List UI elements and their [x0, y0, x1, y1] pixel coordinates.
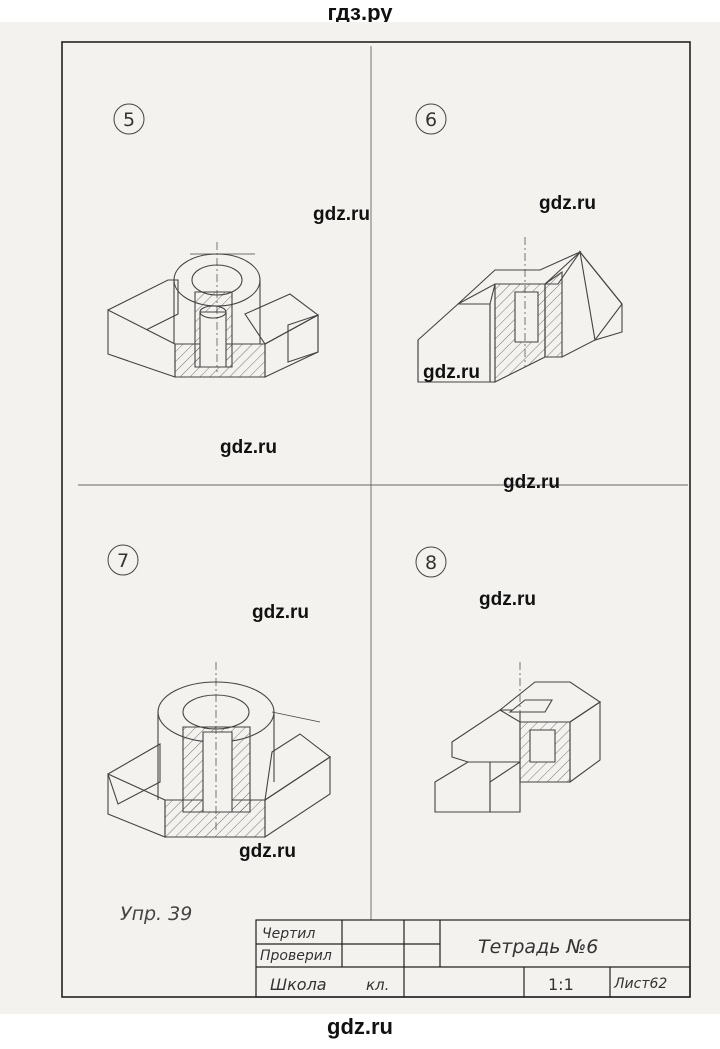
figure-8-drawing [434, 662, 601, 813]
sheet-frame [61, 41, 691, 998]
technical-drawing: 5 6 7 8 [61, 41, 691, 998]
watermark: gdz.ru [479, 589, 536, 610]
svg-text:5: 5 [123, 109, 135, 131]
figure-number-7: 7 [107, 544, 139, 576]
checked-by-label: Проверил [260, 948, 332, 964]
scale-value: 1:1 [548, 975, 574, 994]
notebook-title: Тетрадь №6 [478, 936, 599, 958]
watermark: gdz.ru [423, 362, 480, 383]
svg-text:8: 8 [425, 552, 437, 574]
drawn-by-label: Чертил [262, 926, 316, 942]
figure-number-5: 5 [113, 103, 145, 135]
sheet-number: Лист62 [614, 976, 668, 992]
figure-number-8: 8 [415, 546, 447, 578]
watermark: gdz.ru [503, 472, 560, 493]
figure-6-drawing [417, 237, 623, 383]
figure-number-6: 6 [415, 103, 447, 135]
title-block [255, 919, 691, 998]
exercise-label: Упр. 39 [120, 903, 192, 925]
site-header: гдз.ру [327, 0, 393, 25]
svg-text:7: 7 [117, 550, 129, 572]
watermark: gdz.ru [239, 841, 296, 862]
figure-7-drawing [107, 662, 331, 839]
watermark: gdz.ru [252, 602, 309, 623]
school-label: Школа [270, 975, 327, 994]
figure-5-drawing [107, 242, 320, 378]
drawing-sheet: 5 6 7 8 [0, 22, 720, 1014]
svg-text:6: 6 [425, 109, 437, 131]
watermark: gdz.ru [539, 193, 596, 214]
watermark: gdz.ru [313, 204, 370, 225]
class-label: кл. [366, 976, 390, 994]
watermark: gdz.ru [220, 437, 277, 458]
site-footer: gdz.ru [327, 1014, 393, 1039]
